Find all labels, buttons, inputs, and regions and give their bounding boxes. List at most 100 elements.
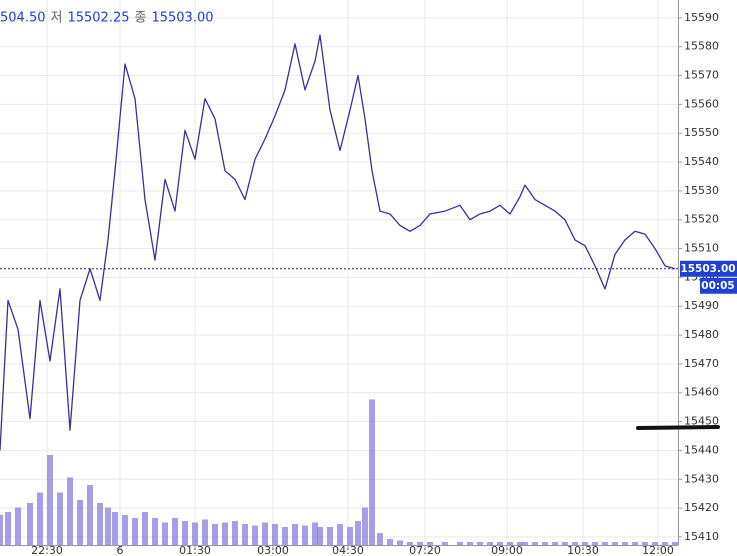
y-tick-label: 15540 bbox=[684, 155, 719, 168]
x-tick-label: 22:30 bbox=[31, 544, 63, 556]
volume-bar bbox=[122, 515, 128, 545]
header-text: 저 bbox=[51, 11, 63, 26]
volume-bar bbox=[292, 524, 298, 545]
volume-bar bbox=[397, 540, 403, 545]
volume-bar bbox=[642, 542, 648, 545]
x-tick-label: 01:30 bbox=[179, 544, 211, 556]
volume-bar bbox=[477, 542, 483, 545]
y-tick-label: 15560 bbox=[684, 97, 719, 110]
y-tick-label: 15520 bbox=[684, 213, 719, 226]
volume-bar bbox=[552, 542, 558, 545]
x-tick-label: 03:00 bbox=[257, 544, 289, 556]
volume-bar bbox=[442, 542, 448, 545]
volume-bar bbox=[622, 542, 628, 545]
volume-bar bbox=[112, 512, 118, 545]
y-tick-label: 15450 bbox=[684, 415, 719, 428]
volume-bar bbox=[282, 527, 288, 545]
volume-bar bbox=[427, 542, 433, 545]
volume-bar bbox=[407, 542, 413, 545]
volume-bar bbox=[369, 399, 375, 545]
x-tick-label: 09:00 bbox=[491, 544, 523, 556]
volume-bar bbox=[192, 522, 198, 545]
volume-bar bbox=[532, 542, 538, 545]
volume-bar bbox=[417, 542, 423, 545]
volume-bar bbox=[582, 542, 588, 545]
volume-bar bbox=[362, 507, 368, 545]
volume-bar bbox=[212, 524, 218, 545]
volume-bar bbox=[602, 542, 608, 545]
y-tick-label: 15550 bbox=[684, 126, 719, 139]
y-tick-label: 15590 bbox=[684, 11, 719, 24]
y-tick-label: 15570 bbox=[684, 69, 719, 82]
volume-bar bbox=[262, 522, 268, 545]
volume-bar bbox=[327, 527, 333, 545]
volume-bar bbox=[142, 512, 148, 545]
header-text: 15502.25 bbox=[67, 11, 129, 26]
volume-bar bbox=[672, 542, 678, 545]
volume-bar bbox=[507, 542, 513, 545]
volume-bar bbox=[592, 542, 598, 545]
volume-bar bbox=[312, 522, 318, 545]
volume-bar bbox=[77, 500, 83, 545]
y-tick-label: 15510 bbox=[684, 242, 719, 255]
header-text: 504.50 bbox=[0, 11, 46, 26]
volume-bar bbox=[377, 533, 383, 545]
volume-bar bbox=[172, 518, 178, 545]
volume-bar bbox=[242, 524, 248, 545]
volume-bar bbox=[457, 542, 463, 545]
volume-bar bbox=[317, 527, 323, 545]
volume-bar bbox=[0, 515, 3, 545]
volume-bar bbox=[497, 542, 503, 545]
volume-bar bbox=[232, 521, 238, 545]
volume-bar bbox=[487, 542, 493, 545]
y-tick-label: 15440 bbox=[684, 443, 719, 456]
x-tick-label: 12:00 bbox=[642, 544, 674, 556]
y-tick-label: 15530 bbox=[684, 184, 719, 197]
volume-bar bbox=[37, 492, 43, 545]
y-tick-label: 15470 bbox=[684, 357, 719, 370]
volume-bar bbox=[222, 522, 228, 545]
volume-bar bbox=[337, 524, 343, 545]
y-tick-label: 15580 bbox=[684, 40, 719, 53]
volume-bar bbox=[162, 522, 168, 545]
volume-bar bbox=[467, 542, 473, 545]
y-tick-label: 15420 bbox=[684, 501, 719, 514]
volume-bar bbox=[27, 503, 33, 545]
volume-bar bbox=[632, 542, 638, 545]
volume-bar bbox=[387, 539, 393, 545]
countdown-box bbox=[700, 277, 737, 294]
y-tick-label: 15410 bbox=[684, 530, 719, 543]
volume-bar bbox=[347, 527, 353, 545]
x-tick-label: 10:30 bbox=[567, 544, 599, 556]
x-tick-label: 07:20 bbox=[409, 544, 441, 556]
volume-bar bbox=[542, 542, 548, 545]
volume-bar bbox=[152, 518, 158, 545]
volume-bar bbox=[87, 485, 93, 545]
y-tick-label: 15430 bbox=[684, 472, 719, 485]
volume-bar bbox=[15, 507, 21, 545]
volume-bar bbox=[182, 521, 188, 545]
header-text: 15503.00 bbox=[151, 11, 213, 26]
countdown-label: 00:05 bbox=[701, 280, 734, 292]
volume-bar bbox=[57, 492, 63, 545]
x-tick-label: 04:30 bbox=[332, 544, 364, 556]
volume-bar bbox=[105, 507, 111, 545]
volume-bar bbox=[612, 542, 618, 545]
volume-bar bbox=[355, 521, 361, 545]
volume-bar bbox=[302, 525, 308, 545]
volume-bar bbox=[202, 519, 208, 545]
volume-bar bbox=[522, 542, 528, 545]
volume-bar bbox=[572, 542, 578, 545]
x-tick-label: 6 bbox=[117, 544, 124, 556]
volume-bar bbox=[662, 542, 668, 545]
y-tick-label: 15490 bbox=[684, 299, 719, 312]
y-tick-label: 15480 bbox=[684, 328, 719, 341]
volume-bar bbox=[652, 542, 658, 545]
volume-bar bbox=[97, 503, 103, 545]
volume-bar bbox=[252, 525, 258, 545]
drawing-line bbox=[636, 425, 720, 430]
volume-bar bbox=[272, 524, 278, 545]
last-price-label: 15503.00 bbox=[680, 263, 735, 275]
